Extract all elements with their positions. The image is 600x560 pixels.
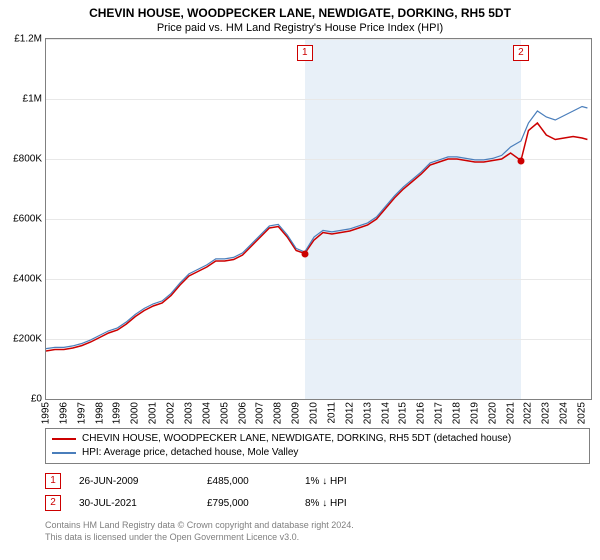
series-property xyxy=(46,123,587,351)
sale-marker-label: 1 xyxy=(297,45,313,61)
x-axis-label: 2008 xyxy=(273,402,284,424)
x-axis-label: 2000 xyxy=(130,402,141,424)
sales-row: 2 30-JUL-2021 £795,000 8% ↓ HPI xyxy=(45,492,590,514)
sales-price: £485,000 xyxy=(207,476,287,487)
x-axis-label: 2015 xyxy=(398,402,409,424)
x-axis-label: 2003 xyxy=(183,402,194,424)
footer: Contains HM Land Registry data © Crown c… xyxy=(45,520,590,543)
legend: CHEVIN HOUSE, WOODPECKER LANE, NEWDIGATE… xyxy=(45,428,590,464)
x-axis-label: 2004 xyxy=(201,402,212,424)
x-axis-label: 2010 xyxy=(309,402,320,424)
chart-title: CHEVIN HOUSE, WOODPECKER LANE, NEWDIGATE… xyxy=(0,0,600,20)
sales-index-badge: 2 xyxy=(45,495,61,511)
x-axis-label: 2024 xyxy=(559,402,570,424)
chart-subtitle: Price paid vs. HM Land Registry's House … xyxy=(0,20,600,38)
y-axis-label: £400K xyxy=(13,274,42,285)
x-axis-label: 1997 xyxy=(76,402,87,424)
x-axis-label: 2023 xyxy=(541,402,552,424)
x-axis-label: 2017 xyxy=(434,402,445,424)
legend-swatch xyxy=(52,438,76,440)
x-axis-label: 2012 xyxy=(344,402,355,424)
legend-item-hpi: HPI: Average price, detached house, Mole… xyxy=(52,446,583,460)
chart-plot-area: £0£200K£400K£600K£800K£1M£1.2M1995199619… xyxy=(45,38,592,400)
x-axis-label: 1999 xyxy=(112,402,123,424)
y-axis-label: £200K xyxy=(13,334,42,345)
x-axis-label: 2001 xyxy=(148,402,159,424)
series-hpi xyxy=(46,107,587,349)
sale-marker-label: 2 xyxy=(513,45,529,61)
legend-swatch xyxy=(52,452,76,454)
x-axis-label: 2005 xyxy=(219,402,230,424)
x-axis-label: 2002 xyxy=(166,402,177,424)
x-axis-label: 2009 xyxy=(291,402,302,424)
sales-price: £795,000 xyxy=(207,498,287,509)
legend-item-property: CHEVIN HOUSE, WOODPECKER LANE, NEWDIGATE… xyxy=(52,432,583,446)
y-axis-label: £1M xyxy=(23,94,42,105)
x-axis-label: 2018 xyxy=(451,402,462,424)
sales-diff: 8% ↓ HPI xyxy=(305,498,385,509)
x-axis-label: 2014 xyxy=(380,402,391,424)
x-axis-label: 2013 xyxy=(362,402,373,424)
sales-row: 1 26-JUN-2009 £485,000 1% ↓ HPI xyxy=(45,470,590,492)
x-axis-label: 1995 xyxy=(41,402,52,424)
x-axis-label: 2020 xyxy=(487,402,498,424)
y-axis-label: £800K xyxy=(13,154,42,165)
legend-label: CHEVIN HOUSE, WOODPECKER LANE, NEWDIGATE… xyxy=(82,432,511,446)
x-axis-label: 2021 xyxy=(505,402,516,424)
x-axis-label: 2006 xyxy=(237,402,248,424)
y-axis-label: £600K xyxy=(13,214,42,225)
x-axis-label: 2011 xyxy=(326,402,337,424)
chart-lines xyxy=(46,39,591,399)
sales-table: 1 26-JUN-2009 £485,000 1% ↓ HPI 2 30-JUL… xyxy=(45,470,590,514)
x-axis-label: 2025 xyxy=(577,402,588,424)
x-axis-label: 2016 xyxy=(416,402,427,424)
sales-index-badge: 1 xyxy=(45,473,61,489)
sales-diff: 1% ↓ HPI xyxy=(305,476,385,487)
footer-line: This data is licensed under the Open Gov… xyxy=(45,532,590,544)
x-axis-label: 2022 xyxy=(523,402,534,424)
x-axis-label: 2007 xyxy=(255,402,266,424)
sales-date: 26-JUN-2009 xyxy=(79,476,189,487)
sale-marker xyxy=(301,250,308,257)
x-axis-label: 1996 xyxy=(58,402,69,424)
chart-container: CHEVIN HOUSE, WOODPECKER LANE, NEWDIGATE… xyxy=(0,0,600,560)
x-axis-label: 1998 xyxy=(94,402,105,424)
sales-date: 30-JUL-2021 xyxy=(79,498,189,509)
sale-marker xyxy=(517,157,524,164)
legend-label: HPI: Average price, detached house, Mole… xyxy=(82,446,298,460)
y-axis-label: £1.2M xyxy=(14,34,42,45)
footer-line: Contains HM Land Registry data © Crown c… xyxy=(45,520,590,532)
x-axis-label: 2019 xyxy=(469,402,480,424)
